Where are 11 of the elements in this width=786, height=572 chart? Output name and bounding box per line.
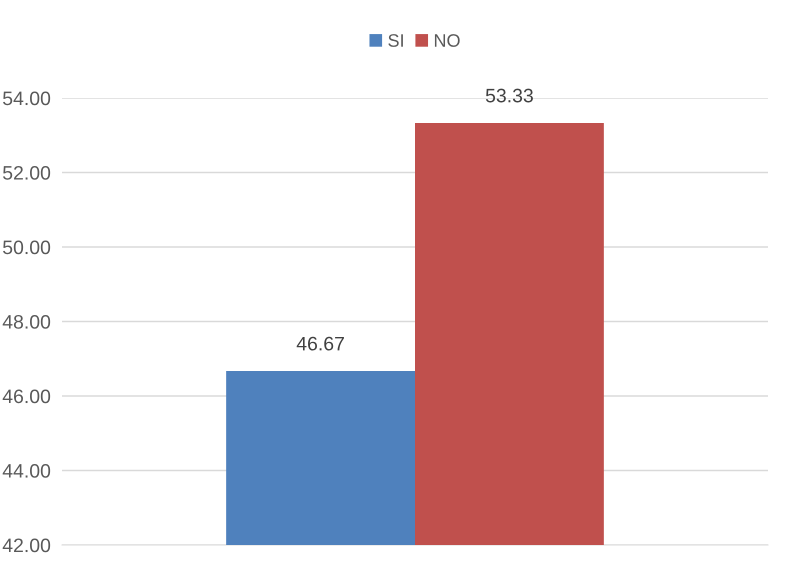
y-tick-label: 46.00: [2, 389, 50, 404]
y-tick-label: 52.00: [3, 166, 50, 180]
legend-label: SI: [388, 34, 403, 47]
data-label: 53.33: [486, 88, 533, 102]
y-tick-label: 44.00: [2, 464, 50, 478]
y-tick-label: 48.00: [2, 314, 50, 329]
data-label: 46.67: [296, 336, 344, 351]
y-tick-label: 42.00: [2, 538, 50, 552]
y-tick-label: 50.00: [3, 240, 50, 254]
legend-label: NO: [434, 34, 460, 47]
y-tick-label: 54.00: [3, 91, 50, 106]
